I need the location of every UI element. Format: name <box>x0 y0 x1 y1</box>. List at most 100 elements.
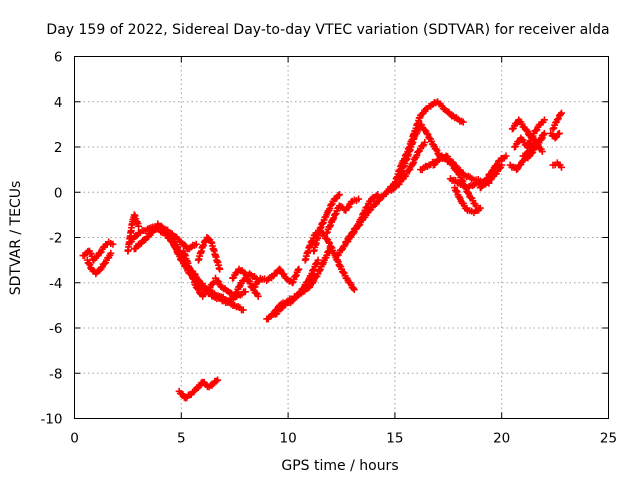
data-point <box>229 274 237 282</box>
x-tick-label: 25 <box>600 431 617 447</box>
data-point <box>184 245 192 253</box>
data-point <box>199 378 207 386</box>
data-point <box>211 252 219 260</box>
data-point <box>374 197 382 205</box>
data-point <box>558 163 566 171</box>
x-axis-label: GPS time / hours <box>281 458 398 474</box>
data-point <box>90 256 98 264</box>
data-point <box>409 160 417 168</box>
data-point <box>344 276 352 284</box>
data-point <box>263 276 271 284</box>
data-point <box>242 271 250 279</box>
y-tick-label: 0 <box>54 185 63 201</box>
data-point <box>532 138 540 146</box>
data-point <box>508 125 516 133</box>
data-point <box>220 297 228 305</box>
data-point <box>136 240 144 248</box>
data-point <box>103 256 111 264</box>
data-point <box>349 284 357 292</box>
data-point <box>271 310 279 318</box>
data-point <box>355 195 363 203</box>
data-point <box>203 234 211 241</box>
data-point <box>511 143 519 151</box>
x-axis-ticks: 0 5 10 15 20 25 <box>70 56 617 447</box>
data-point <box>314 256 322 264</box>
data-point <box>391 179 399 187</box>
data-point <box>326 223 334 231</box>
data-point <box>350 286 358 294</box>
data-point <box>179 247 187 255</box>
data-point <box>459 118 467 126</box>
data-point <box>92 270 100 278</box>
data-point <box>193 284 201 292</box>
data-point <box>540 116 548 124</box>
data-point <box>280 301 288 309</box>
data-point <box>135 229 143 237</box>
data-point <box>329 215 337 223</box>
data-point <box>558 109 566 117</box>
data-point <box>335 191 343 199</box>
data-point <box>288 297 296 305</box>
data-point <box>547 129 555 137</box>
data-point <box>549 161 557 169</box>
x-tick-label: 0 <box>70 431 79 447</box>
data-point <box>483 175 491 183</box>
data-point <box>329 197 337 205</box>
data-point <box>418 110 426 118</box>
data-point <box>143 234 151 241</box>
data-point <box>310 247 318 255</box>
data-point <box>421 138 429 146</box>
data-point <box>446 175 454 183</box>
data-point <box>451 184 459 192</box>
y-tick-label: -10 <box>40 412 62 428</box>
data-point <box>468 175 476 183</box>
data-point <box>186 265 194 273</box>
data-point <box>325 238 333 246</box>
data-point <box>294 266 302 274</box>
data-point <box>320 256 328 264</box>
data-point <box>282 274 290 282</box>
data-point <box>199 243 207 251</box>
data-point <box>109 240 117 248</box>
data-point <box>88 265 96 273</box>
data-point <box>342 238 350 246</box>
data-point <box>305 283 313 291</box>
data-point <box>455 179 463 187</box>
data-point <box>291 292 299 300</box>
data-point <box>556 111 564 119</box>
data-point <box>175 387 183 395</box>
data-point <box>194 276 202 284</box>
data-point <box>417 120 425 128</box>
data-point <box>530 129 538 137</box>
data-point <box>154 220 162 228</box>
x-tick-label: 5 <box>177 431 186 447</box>
series-t18 <box>310 192 342 254</box>
data-point <box>182 394 190 402</box>
data-point <box>464 184 472 192</box>
data-point <box>192 283 200 291</box>
data-point <box>472 179 480 187</box>
data-point <box>314 270 322 278</box>
data-point <box>256 274 264 282</box>
data-point <box>316 224 324 232</box>
y-tick-label: 2 <box>54 140 63 156</box>
data-point <box>502 152 510 160</box>
data-point <box>130 211 138 219</box>
data-point <box>130 245 138 253</box>
data-point <box>135 222 143 230</box>
data-point <box>250 283 258 291</box>
data-point <box>533 140 541 148</box>
data-point <box>434 98 442 106</box>
data-point <box>489 166 497 174</box>
data-point <box>513 166 521 174</box>
data-point <box>323 229 331 237</box>
data-point <box>192 240 200 248</box>
y-axis-ticks: -10 -8 -6 -4 -2 0 2 4 6 <box>40 50 609 428</box>
data-point <box>126 238 134 246</box>
data-point <box>348 197 356 205</box>
x-tick-label: 20 <box>493 431 510 447</box>
y-tick-label: -6 <box>49 321 62 337</box>
data-point <box>128 220 136 228</box>
data-point <box>367 195 375 203</box>
data-point <box>94 252 102 260</box>
